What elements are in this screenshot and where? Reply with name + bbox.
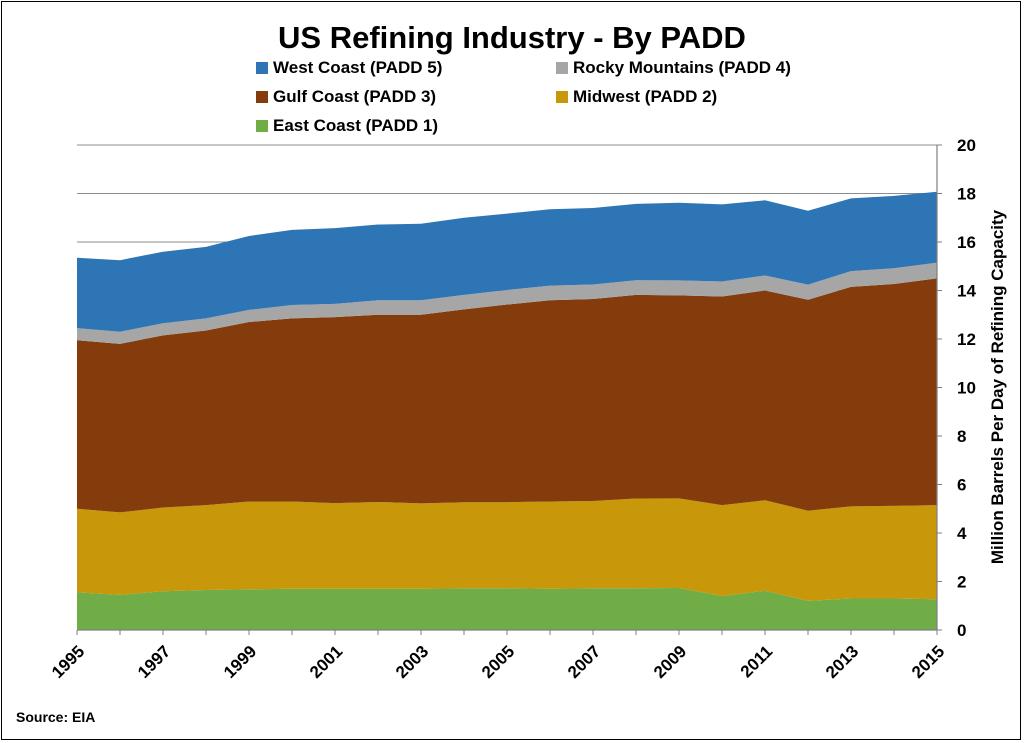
axes (76, 144, 942, 635)
legend-swatch-west-coast-padd-5 (256, 62, 268, 74)
y-axis-label: Million Barrels Per Day of Refining Capa… (988, 209, 1007, 564)
y-tick-label: 6 (957, 476, 966, 495)
legend-label-west-coast-padd-5: West Coast (PADD 5) (273, 58, 442, 77)
x-tick-label: 2009 (650, 642, 690, 682)
x-tick-label: 1999 (220, 642, 260, 682)
y-tick-labels: 0 2 4 6 8 10 12 14 16 18 20 (957, 136, 976, 640)
y-tick-label: 8 (957, 427, 966, 446)
area-gulf-coast-padd-3 (77, 278, 937, 513)
y-tick-label: 2 (957, 573, 966, 592)
area-west-coast-padd-5 (77, 191, 937, 332)
x-tick-label: 2013 (822, 642, 862, 682)
x-tick-label: 2003 (392, 642, 432, 682)
source-note: Source: EIA (16, 709, 95, 725)
y-tick-label: 14 (957, 282, 976, 301)
y-tick-label: 4 (957, 524, 967, 543)
legend-label-gulf-coast-padd-3: Gulf Coast (PADD 3) (273, 87, 436, 106)
y-tick-label: 10 (957, 379, 976, 398)
x-tick-labels: 1995 1997 1999 2001 2003 2005 2007 2009 2011 2013… (48, 642, 948, 682)
legend-swatch-midwest-padd-2 (556, 91, 568, 103)
legend-swatch-east-coast-padd-1 (256, 120, 268, 132)
y-tick-label: 20 (957, 136, 976, 155)
y-tick-label: 12 (957, 330, 976, 349)
legend-label-east-coast-padd-1: East Coast (PADD 1) (273, 116, 438, 135)
area-series (77, 191, 937, 630)
x-tick-label: 1997 (134, 642, 174, 682)
x-tick-label: 2001 (306, 642, 346, 682)
legend-label-midwest-padd-2: Midwest (PADD 2) (573, 87, 717, 106)
area-rocky-mountains-padd-4 (77, 262, 937, 344)
legend-swatch-rocky-mountains-padd-4 (556, 62, 568, 74)
y-tick-label: 0 (957, 621, 966, 640)
x-tick-label: 2007 (564, 642, 604, 682)
x-tick-label: 1995 (48, 642, 88, 682)
area-midwest-padd-2 (77, 498, 937, 601)
legend: West Coast (PADD 5) Rocky Mountains (PADD… (256, 58, 791, 135)
x-tick-label: 2005 (478, 642, 518, 682)
y-tick-label: 16 (957, 233, 976, 252)
legend-label-rocky-mountains-padd-4: Rocky Mountains (PADD 4) (573, 58, 791, 77)
x-tick-label: 2015 (908, 642, 948, 682)
x-tick-label: 2011 (737, 642, 777, 682)
y-tick-label: 18 (957, 185, 976, 204)
legend-swatch-gulf-coast-padd-3 (256, 91, 268, 103)
chart-title: US Refining Industry - By PADD (278, 20, 746, 55)
area-east-coast-padd-1 (77, 588, 937, 630)
